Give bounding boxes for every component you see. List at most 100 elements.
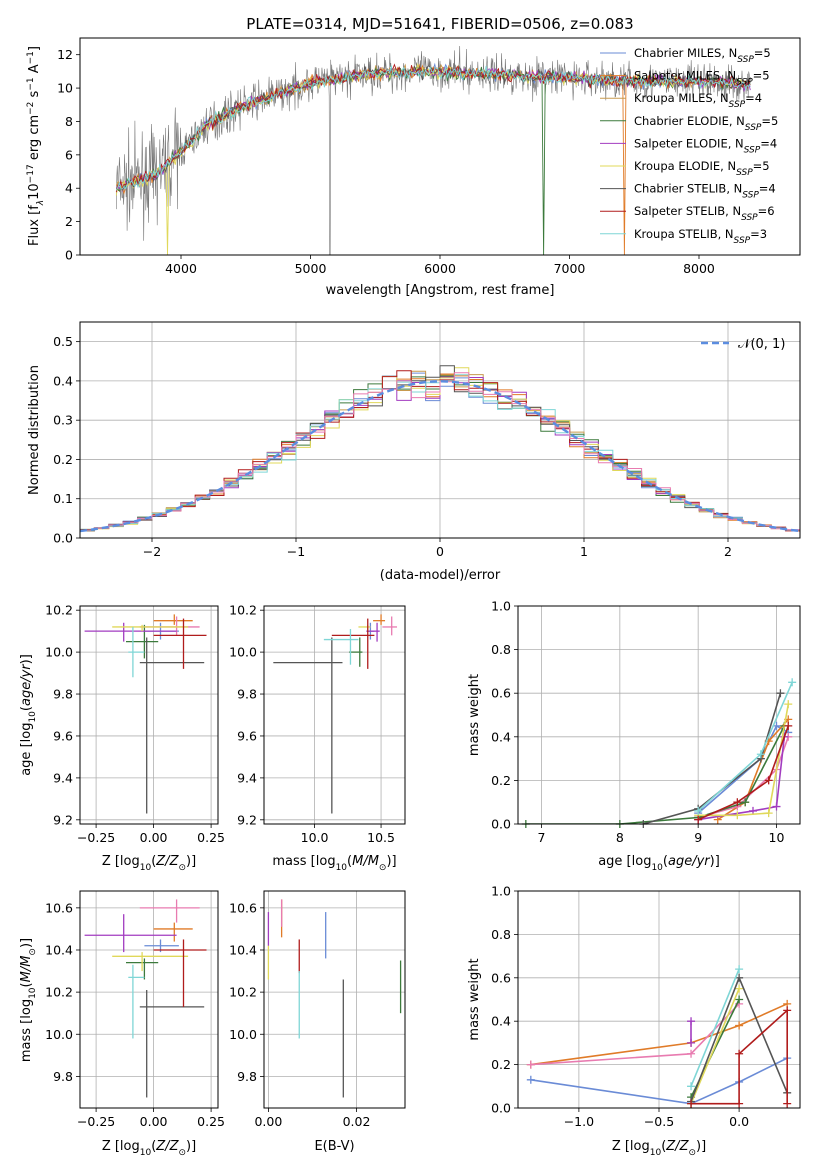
label-fragment: )] — [710, 854, 720, 869]
x-tick-label: 0.00 — [140, 830, 168, 845]
errorbar — [153, 922, 193, 942]
errorbar — [112, 624, 189, 632]
errorbar — [273, 637, 343, 814]
y-tick-label: 0.8 — [491, 642, 511, 657]
label-fragment: =5 — [753, 159, 770, 173]
x-tick-label: −1 — [287, 544, 305, 559]
label-fragment: =6 — [758, 204, 775, 218]
label-fragment: Z [log — [102, 854, 140, 869]
label-fragment: M/M — [19, 956, 34, 983]
weight-marker — [526, 1060, 535, 1069]
mass-vs-Z-frame — [79, 890, 219, 1109]
normal-curve-line — [79, 380, 801, 533]
label-fragment: 10 — [27, 183, 42, 200]
label-fragment: SSP — [745, 123, 762, 133]
label-fragment: ( — [663, 854, 668, 869]
y-tick-label: 0.4 — [53, 373, 73, 388]
label-fragment: )] — [186, 854, 196, 869]
errorbar — [139, 616, 200, 636]
errorbar — [331, 618, 375, 669]
label-fragment: SSP — [737, 55, 754, 65]
weight-marker — [687, 1099, 696, 1108]
label-fragment: Chabrier MILES, N — [634, 46, 737, 60]
y-tick-label: 4 — [65, 181, 73, 196]
x-tick-label: 6000 — [424, 261, 456, 276]
label-fragment: SSP — [729, 100, 746, 110]
age-vs-mass-x-ticks: 10.0 10.5 — [301, 606, 395, 845]
y-tick-label: 2 — [65, 214, 73, 229]
label-fragment: −2 — [26, 102, 36, 115]
y-tick-label: 9.4 — [237, 770, 257, 785]
weight-marker — [735, 995, 744, 1004]
errorbar — [139, 637, 205, 814]
weight-vs-age-x-ticks: 7 8 9 10 — [538, 606, 784, 845]
x-tick-label: 7000 — [554, 261, 586, 276]
y-tick-label: 10.2 — [229, 603, 257, 618]
errorbar — [349, 637, 363, 667]
errorbar — [382, 616, 398, 636]
weight-marker — [764, 809, 773, 818]
x-tick-label: −0.25 — [77, 1114, 115, 1129]
y-tick-label: 0.6 — [491, 686, 511, 701]
y-tick-label: 10.0 — [229, 1027, 257, 1042]
weight-vs-Z-x-label: Z [log10(Z/Z⊙)] — [612, 1139, 706, 1158]
weight-marker — [735, 973, 744, 982]
weight-marker — [783, 1006, 792, 1015]
y-tick-label: 1.0 — [491, 599, 511, 614]
y-tick-label: 0.6 — [491, 970, 511, 985]
label-fragment: 10 — [140, 863, 152, 873]
y-tick-label: 0.2 — [53, 452, 73, 467]
label-fragment: mass [log — [19, 999, 34, 1062]
label-fragment: Z [log — [612, 1139, 650, 1154]
weight-series-line — [690, 988, 740, 1105]
y-tick-label: 10.6 — [45, 900, 73, 915]
weight-vs-age-y-ticks: 0.0 0.2 0.4 0.6 0.8 1.0 — [491, 599, 800, 832]
y-tick-label: 9.8 — [237, 1069, 257, 1084]
label-fragment: ⊙ — [178, 1148, 186, 1158]
age-vs-Z-x-label: Z [log10(Z/Z⊙)] — [102, 854, 196, 873]
legend-entry: Chabrier ELODIE, NSSP=5 — [634, 114, 778, 133]
model-spectrum-line — [115, 63, 751, 193]
legend-entry: Salpeter ELODIE, NSSP=4 — [634, 136, 777, 155]
x-tick-label: 0.00 — [254, 1114, 282, 1129]
errorbar — [153, 618, 207, 669]
mass-vs-EBV-frame — [263, 890, 406, 1109]
label-fragment: ( — [151, 1139, 156, 1154]
label-fragment: =4 — [760, 136, 777, 150]
errorbar — [84, 914, 177, 953]
residuals-frame — [79, 321, 801, 539]
weight-vs-age-frame — [517, 605, 801, 825]
x-tick-label: −0.25 — [77, 830, 115, 845]
label-fragment: ( — [347, 854, 352, 869]
residuals-x-ticks: −2 −1 0 1 2 — [143, 322, 732, 559]
y-tick-label: 0.0 — [491, 817, 511, 832]
y-tick-label: 0.2 — [491, 1057, 511, 1072]
spectrum-y-label: Flux [fλ10−17 erg cm−2 s−1 A−1] — [26, 46, 46, 246]
label-fragment: −1 — [26, 77, 36, 90]
histogram-step — [80, 372, 800, 533]
spectrum-x-ticks: 4000 5000 6000 7000 8000 — [165, 255, 715, 276]
y-tick-label: 8 — [65, 114, 73, 129]
weight-marker — [756, 750, 765, 759]
weight-marker — [783, 1099, 792, 1108]
age-vs-Z-y-ticks: 9.2 9.4 9.6 9.8 10.0 10.2 — [45, 603, 218, 827]
label-fragment: 10 — [140, 1148, 152, 1158]
mass-vs-EBV-y-ticks: 9.8 10.0 10.2 10.4 10.6 — [229, 900, 405, 1084]
label-fragment: ⊙ — [178, 863, 186, 873]
spectrum-x-label: wavelength [Angstrom, rest frame] — [326, 283, 555, 298]
label-fragment: Flux [f — [27, 205, 42, 246]
y-tick-label: 9.2 — [53, 812, 73, 827]
weight-series-line — [697, 725, 790, 821]
y-tick-label: 10.4 — [229, 942, 257, 957]
label-fragment: )] — [186, 1139, 196, 1154]
weight-marker — [764, 776, 773, 785]
label-fragment: Z [log — [102, 1139, 140, 1154]
label-fragment: =4 — [759, 182, 776, 196]
errorbar — [139, 899, 200, 923]
label-fragment: ( — [19, 706, 34, 711]
label-fragment: age/yr — [668, 854, 711, 869]
label-fragment: Salpeter ELODIE, N — [634, 136, 744, 150]
label-fragment: Salpeter STELIB, N — [634, 204, 741, 218]
label-fragment: A — [27, 64, 42, 77]
